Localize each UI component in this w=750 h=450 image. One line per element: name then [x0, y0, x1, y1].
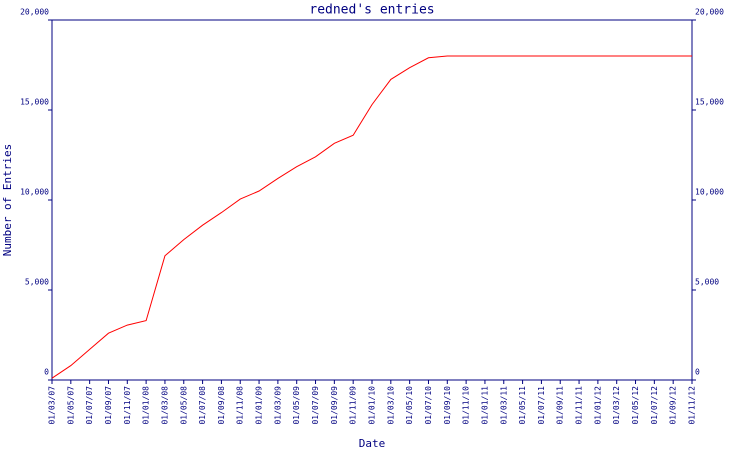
x-tick-label: 01/07/11 [537, 386, 546, 425]
x-tick-label: 01/09/07 [104, 386, 113, 425]
x-tick-label: 01/11/12 [688, 386, 697, 425]
y2-tick-label: 20,000 [695, 8, 724, 17]
y2-tick-label: 0 [695, 368, 700, 377]
x-tick-label: 01/05/11 [518, 386, 527, 425]
x-tick-label: 01/01/10 [368, 386, 377, 425]
x-tick-label: 01/07/10 [424, 386, 433, 425]
y-axis-label: Number of Entries [1, 144, 14, 257]
x-tick-label: 01/09/12 [669, 386, 678, 425]
y-tick-label: 10,000 [20, 188, 49, 197]
x-tick-label: 01/03/11 [499, 386, 508, 425]
x-tick-label: 01/11/11 [575, 386, 584, 425]
y-tick-label: 15,000 [20, 98, 49, 107]
chart-title: redned's entries [309, 3, 434, 18]
plot-frame [51, 19, 693, 381]
x-tick-label: 01/07/07 [85, 386, 94, 425]
x-tick-label: 01/03/07 [48, 386, 57, 425]
x-axis-label: Date [359, 437, 386, 450]
data-line [51, 55, 692, 379]
x-tick-label: 01/09/09 [330, 386, 339, 425]
x-tick-label: 01/07/09 [311, 386, 320, 425]
x-tick-label: 01/05/10 [405, 386, 414, 425]
x-tick-label: 01/07/08 [198, 386, 207, 425]
x-tick-label: 01/09/08 [217, 386, 226, 425]
x-tick-label: 01/01/12 [593, 386, 602, 425]
x-tick-label: 01/03/09 [273, 386, 282, 425]
x-tick-label: 01/05/08 [179, 386, 188, 425]
y-tick-label: 5,000 [25, 278, 49, 287]
y2-tick-label: 5,000 [695, 278, 719, 287]
x-tick-label: 01/05/07 [66, 386, 75, 425]
x-tick-label: 01/05/12 [631, 386, 640, 425]
x-tick-label: 01/11/08 [236, 386, 245, 425]
x-tick-label: 01/03/12 [612, 386, 621, 425]
x-tick-label: 01/05/09 [292, 386, 301, 425]
x-tick-label: 01/11/10 [462, 386, 471, 425]
x-tick-label: 01/11/07 [123, 386, 132, 425]
y-tick-label: 20,000 [20, 8, 49, 17]
x-tick-label: 01/01/09 [255, 386, 264, 425]
y-tick-label: 0 [44, 368, 49, 377]
x-tick-label: 01/03/10 [386, 386, 395, 425]
x-tick-label: 01/03/08 [160, 386, 169, 425]
y2-tick-label: 10,000 [695, 188, 724, 197]
x-tick-label: 01/09/11 [556, 386, 565, 425]
x-tick-label: 01/01/11 [480, 386, 489, 425]
y2-tick-label: 15,000 [695, 98, 724, 107]
x-tick-label: 01/01/08 [142, 386, 151, 425]
x-tick-label: 01/09/10 [443, 386, 452, 425]
x-tick-label: 01/11/09 [349, 386, 358, 425]
x-tick-label: 01/07/12 [650, 386, 659, 425]
